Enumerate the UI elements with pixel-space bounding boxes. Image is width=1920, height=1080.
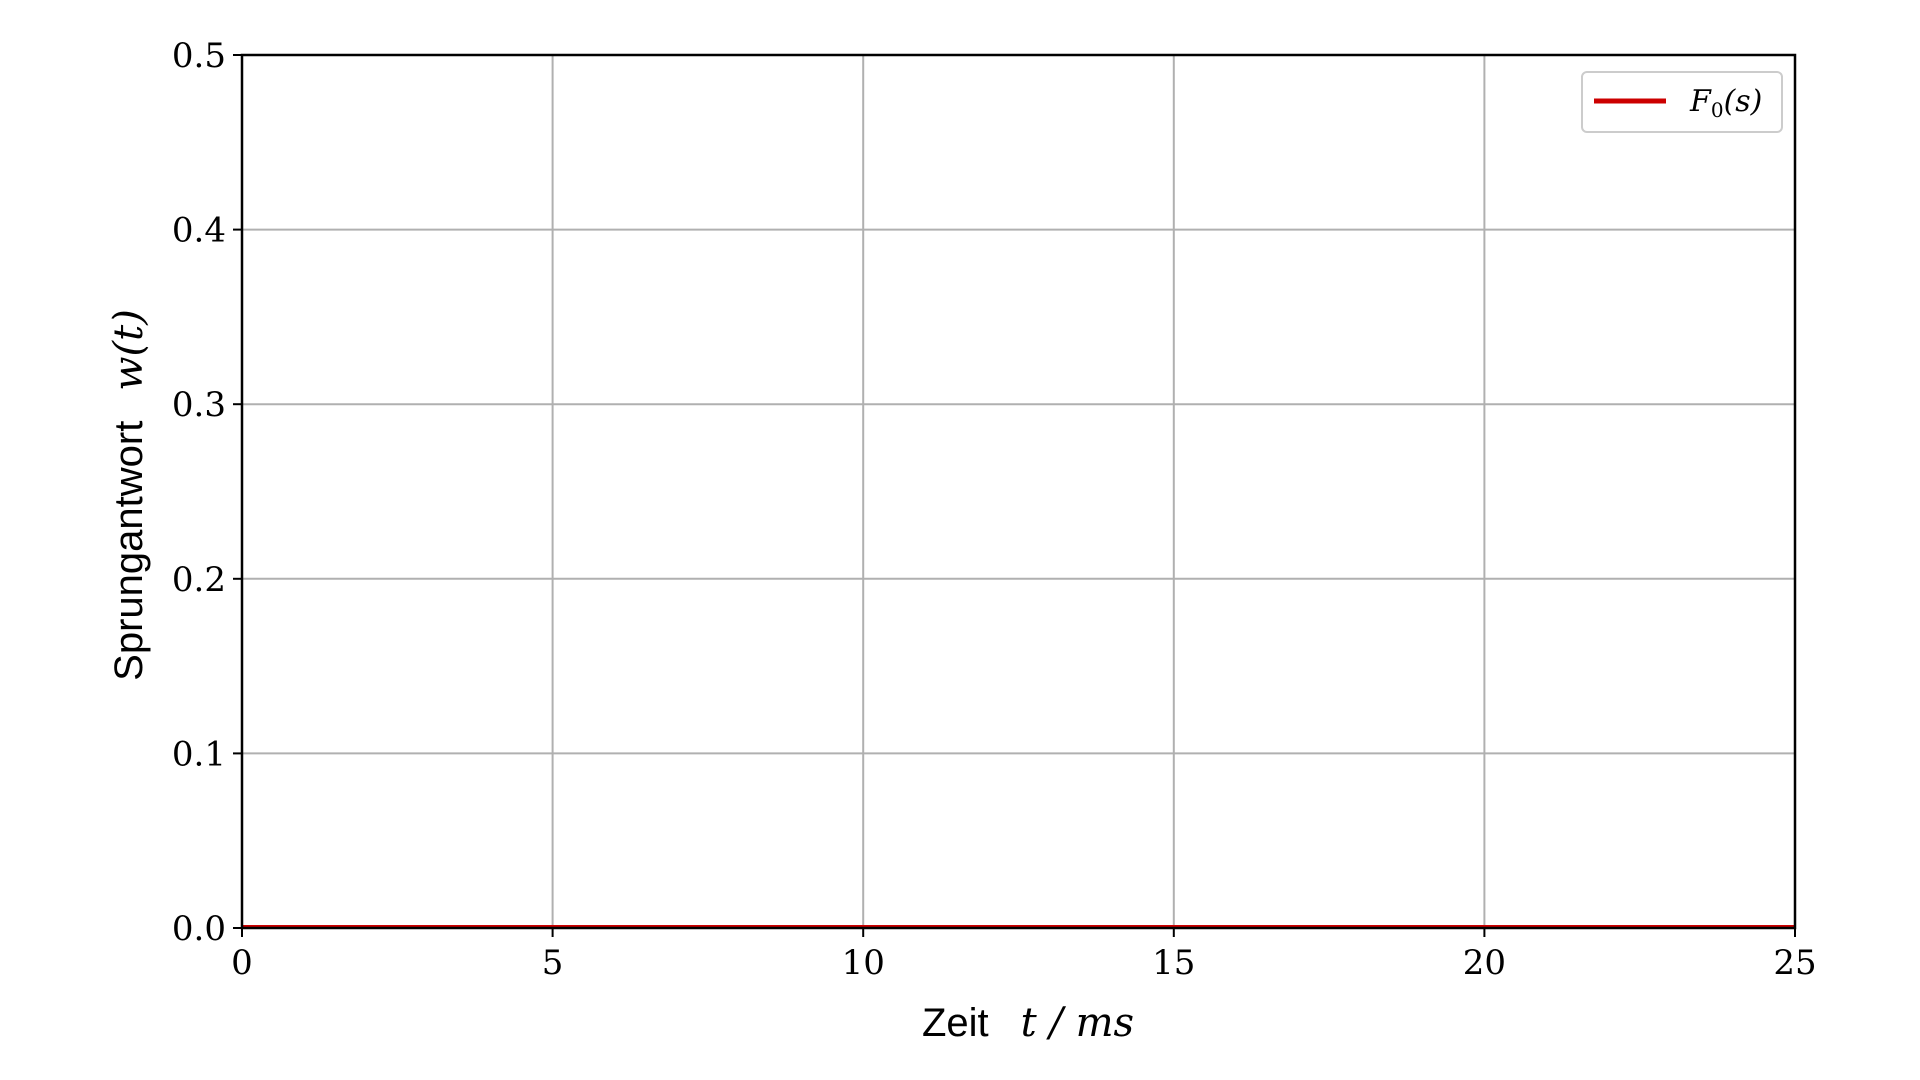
x-axis-label-word: Zeit: [922, 1001, 989, 1045]
x-axis-label: Zeit t / ms: [922, 1000, 1134, 1046]
legend: F0(s): [1581, 71, 1783, 133]
y-tick-label: 0.2: [172, 560, 226, 600]
y-tick-label: 0.1: [172, 734, 226, 774]
x-tick-label: 25: [1773, 943, 1816, 983]
x-tick-label: 20: [1463, 943, 1506, 983]
legend-label-rest: (s): [1724, 84, 1763, 119]
y-axis-label-math: w(t): [106, 309, 152, 391]
legend-label-main: F: [1689, 84, 1712, 119]
y-tick-label: 0.0: [172, 909, 226, 949]
y-tick-label: 0.4: [172, 211, 226, 251]
y-axis-label-word: Sprungantwort: [107, 421, 151, 681]
plot-frame: [240, 53, 1797, 930]
y-tick-label: 0.5: [172, 36, 226, 76]
ticks: 0 5 10 15 20 25 0.0 0.1 0.2 0.3 0.4 0.5: [172, 36, 1817, 983]
y-tick-label: 0.3: [172, 385, 226, 425]
x-tick-label: 0: [231, 943, 253, 983]
x-tick-label: 15: [1152, 943, 1195, 983]
x-axis-label-math: t / ms: [1021, 1000, 1134, 1046]
grid: [241, 54, 1796, 929]
y-axis-label: Sprungantwort w(t): [106, 309, 152, 681]
legend-label-F0: F0(s): [1689, 84, 1762, 122]
x-tick-label: 10: [842, 943, 885, 983]
x-tick-label: 5: [542, 943, 564, 983]
legend-box: [1581, 71, 1783, 133]
legend-label-sub: 0: [1711, 98, 1724, 122]
